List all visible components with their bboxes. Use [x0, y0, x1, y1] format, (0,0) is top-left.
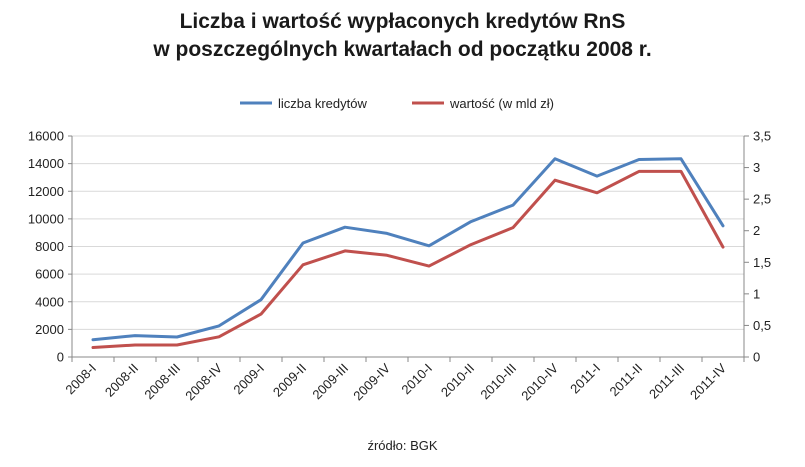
source-note: źródło: BGK — [367, 438, 438, 453]
y-left-tick-label: 14000 — [28, 156, 64, 171]
y-left-tick-label: 16000 — [28, 129, 64, 144]
y-right-tick-label: 3 — [753, 160, 760, 175]
x-tick-label: 2009-II — [270, 361, 309, 400]
y-right-tick-label: 1 — [753, 286, 760, 301]
y-right-tick-label: 3,5 — [753, 129, 771, 144]
y-right-tick-label: 1,5 — [753, 255, 771, 270]
x-tick-label: 2008-II — [102, 361, 141, 400]
y-left-tick-label: 6000 — [35, 267, 64, 282]
x-tick-label: 2008-I — [62, 361, 99, 398]
y-left-tick-label: 0 — [57, 350, 64, 365]
chart-title-line2: w poszczególnych kwartałach od początku … — [153, 38, 652, 61]
legend-label: liczba kredytów — [278, 96, 367, 111]
x-tick-label: 2011-IV — [687, 360, 729, 402]
y-right-tick-label: 2 — [753, 223, 760, 238]
y-right-tick-label: 0 — [753, 350, 760, 365]
x-tick-label: 2010-IV — [518, 360, 561, 403]
x-tick-label: 2011-II — [607, 361, 646, 400]
y-left-tick-label: 12000 — [28, 184, 64, 199]
x-tick-label: 2010-I — [398, 361, 435, 398]
series-lines — [91, 157, 725, 349]
x-tick-label: 2009-III — [309, 361, 351, 403]
gridlines — [72, 135, 744, 330]
y-left-tick-label: 10000 — [28, 211, 64, 226]
y-left-tick-label: 2000 — [35, 322, 64, 337]
x-tick-label: 2009-I — [230, 361, 267, 398]
series-line — [91, 169, 725, 349]
chart-title-line1: Liczba i wartość wypłaconych kredytów Rn… — [179, 10, 626, 33]
axes: 0 2000 4000 6000 8000 10000 12000 14000 16000 0 0,… — [28, 129, 771, 404]
x-tick-label: 2010-III — [477, 361, 519, 403]
chart-title: Liczba i wartość wypłaconych kredytów Rn… — [0, 8, 805, 64]
legend: liczba kredytów wartość (w mld zł) — [240, 96, 554, 111]
x-tick-label: 2010-II — [438, 361, 477, 400]
x-tick-label: 2011-III — [646, 361, 687, 402]
series-line — [91, 157, 725, 342]
x-tick-label: 2009-IV — [350, 360, 393, 403]
x-tick-label: 2008-IV — [182, 360, 225, 403]
x-tick-label: 2011-I — [567, 361, 603, 397]
y-right-tick-label: 2,5 — [753, 192, 771, 207]
y-left-tick-label: 8000 — [35, 239, 64, 254]
x-tick-label: 2008-III — [141, 361, 183, 403]
legend-label: wartość (w mld zł) — [449, 96, 554, 111]
y-right-tick-label: 0,5 — [753, 318, 771, 333]
y-left-tick-label: 4000 — [35, 294, 64, 309]
